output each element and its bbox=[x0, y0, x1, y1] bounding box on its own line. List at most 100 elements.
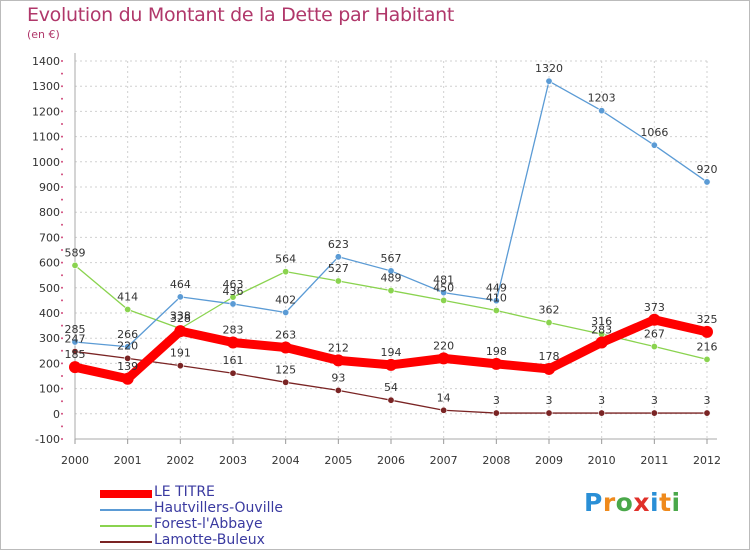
data-label-2: 463 bbox=[223, 278, 244, 291]
data-label-1: 464 bbox=[170, 278, 191, 291]
x-tick-label: 2004 bbox=[272, 454, 300, 467]
y-tick-mark bbox=[61, 85, 63, 88]
series-point-2 bbox=[334, 277, 342, 285]
y-minor-tick-mark bbox=[61, 173, 63, 176]
y-tick-mark bbox=[61, 261, 63, 264]
series-point-2 bbox=[282, 268, 290, 276]
series-point-2 bbox=[387, 287, 395, 295]
series-point-0 bbox=[385, 358, 397, 371]
data-label-0: 283 bbox=[223, 323, 244, 336]
series-point-0 bbox=[227, 336, 239, 349]
data-label-2: 414 bbox=[117, 290, 138, 303]
series-layer bbox=[69, 77, 713, 417]
series-point-3 bbox=[282, 378, 290, 386]
y-minor-tick-mark bbox=[61, 349, 63, 352]
series-point-1 bbox=[650, 141, 658, 149]
series-point-2 bbox=[492, 306, 500, 314]
y-tick-mark bbox=[61, 211, 63, 214]
y-tick-label: 500 bbox=[39, 282, 60, 295]
data-label-2: 338 bbox=[170, 310, 191, 323]
series-point-1 bbox=[176, 293, 184, 301]
logo-letter: t bbox=[659, 488, 672, 517]
data-label-3: 93 bbox=[331, 371, 345, 384]
data-label-2: 216 bbox=[697, 340, 718, 353]
y-tick-label: 900 bbox=[39, 181, 60, 194]
data-label-0: 212 bbox=[328, 341, 349, 354]
series-point-2 bbox=[703, 355, 711, 363]
legend-label: Lamotte-Buleux bbox=[154, 532, 265, 548]
data-label-0: 198 bbox=[486, 345, 507, 358]
legend-swatch bbox=[100, 541, 152, 543]
x-tick-label: 2003 bbox=[219, 454, 247, 467]
logo-letter: o bbox=[615, 488, 634, 517]
data-label-0: 373 bbox=[644, 301, 665, 314]
data-label-0: 325 bbox=[697, 313, 718, 326]
data-label-1: 1203 bbox=[588, 92, 616, 105]
x-tick-label: 2000 bbox=[61, 454, 89, 467]
y-tick-label: -100 bbox=[35, 433, 60, 446]
legend-swatch bbox=[100, 509, 152, 511]
series-point-1 bbox=[545, 77, 553, 85]
series-point-3 bbox=[71, 348, 79, 356]
y-tick-label: 0 bbox=[53, 408, 60, 421]
y-minor-tick-mark bbox=[61, 123, 63, 125]
y-tick-mark bbox=[61, 286, 63, 289]
y-tick-label: 100 bbox=[39, 383, 60, 396]
series-point-0 bbox=[543, 362, 555, 375]
y-tick-label: 600 bbox=[39, 257, 60, 270]
data-label-3: 3 bbox=[493, 394, 500, 407]
axes bbox=[74, 53, 717, 440]
data-label-2: 316 bbox=[591, 315, 612, 328]
data-label-3: 14 bbox=[437, 391, 451, 404]
series-point-1 bbox=[598, 107, 606, 115]
data-label-3: 125 bbox=[275, 363, 296, 376]
data-label-0: 194 bbox=[381, 346, 402, 359]
logo-letter: r bbox=[602, 488, 616, 517]
data-label-3: 161 bbox=[223, 354, 244, 367]
x-tick-label: 2010 bbox=[588, 454, 616, 467]
series-point-0 bbox=[279, 341, 292, 354]
y-tick-mark bbox=[61, 312, 63, 314]
x-tick-label: 2008 bbox=[482, 454, 510, 467]
data-label-0: 139 bbox=[117, 360, 138, 373]
series-point-0 bbox=[332, 354, 345, 367]
series-point-1 bbox=[492, 297, 500, 305]
y-tick-mark bbox=[61, 337, 63, 340]
data-label-2: 410 bbox=[486, 291, 507, 304]
y-tick-label: 1200 bbox=[32, 105, 60, 118]
data-label-3: 3 bbox=[651, 394, 658, 407]
data-label-3: 247 bbox=[65, 333, 86, 346]
y-minor-tick-mark bbox=[61, 97, 63, 100]
y-minor-tick-mark bbox=[61, 249, 63, 251]
data-label-1: 1066 bbox=[640, 126, 668, 139]
series-point-0 bbox=[595, 336, 608, 349]
logo-letter: i bbox=[650, 488, 660, 517]
series-point-2 bbox=[440, 296, 448, 304]
legend-label: Hautvillers-Ouville bbox=[154, 500, 283, 516]
data-label-0: 178 bbox=[539, 350, 560, 363]
y-minor-tick-mark bbox=[61, 375, 63, 377]
y-tick-label: 800 bbox=[39, 206, 60, 219]
y-minor-tick-mark bbox=[61, 400, 63, 403]
y-tick-mark bbox=[61, 236, 63, 239]
y-tick-mark bbox=[61, 110, 63, 113]
series-point-0 bbox=[648, 313, 661, 326]
series-point-1 bbox=[282, 308, 290, 316]
y-minor-tick-mark bbox=[61, 148, 63, 151]
series-point-0 bbox=[121, 372, 134, 385]
data-label-1: 623 bbox=[328, 238, 349, 251]
y-tick-mark bbox=[61, 60, 63, 62]
x-tick-label: 2009 bbox=[535, 454, 563, 467]
logo-letter: P bbox=[584, 488, 603, 517]
series-point-1 bbox=[440, 289, 448, 297]
x-axis-ticks: 2000 2001 2002 2003 2004 2005 2006 2007 2008 2009… bbox=[61, 439, 721, 467]
data-label-0: 263 bbox=[275, 329, 296, 342]
y-tick-mark bbox=[61, 160, 63, 163]
legend-swatch bbox=[100, 490, 152, 498]
legend-swatch bbox=[100, 525, 152, 527]
x-tick-label: 2007 bbox=[430, 454, 458, 467]
y-tick-label: 1000 bbox=[32, 156, 60, 169]
data-label-3: 3 bbox=[598, 394, 605, 407]
data-label-1: 402 bbox=[275, 293, 296, 306]
